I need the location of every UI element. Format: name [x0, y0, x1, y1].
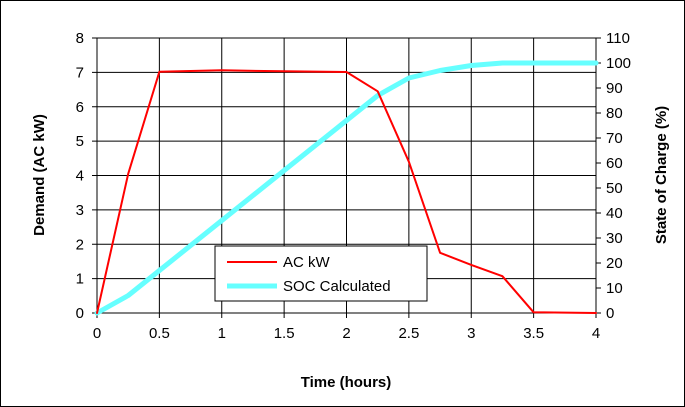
series-line-soc-calculated: [94, 60, 599, 316]
y-tick-label: 6: [76, 99, 84, 116]
y2-axis-title: State of Charge (%): [653, 106, 670, 244]
y2-tick-label: 20: [606, 255, 623, 272]
axes: 0 0.5 1 1.5 2 2.5 3 3.5 401234567801020304050607…: [76, 30, 631, 342]
series-line-ac-kw: [96, 69, 597, 314]
y2-tick-label: 0: [606, 305, 614, 322]
legend-label-soc-calculated: SOC Calculated: [283, 278, 391, 295]
x-tick-label: 0.5: [149, 325, 170, 342]
y2-tick-label: 100: [606, 55, 631, 72]
legend-label-ac-kw: AC kW: [283, 254, 331, 271]
y-tick-label: 1: [76, 271, 84, 288]
x-tick-label: 2: [342, 325, 350, 342]
y-tick-label: 7: [76, 64, 84, 81]
y2-tick-label: 90: [606, 80, 623, 97]
x-tick-label: 0: [93, 325, 101, 342]
y2-tick-label: 70: [606, 130, 623, 147]
y-tick-label: 4: [76, 168, 84, 185]
x-tick-label: 3: [467, 325, 475, 342]
legend: AC kW SOC Calculated: [214, 245, 428, 302]
series-layer: [94, 60, 599, 316]
x-tick-label: 2.5: [398, 325, 419, 342]
y-tick-label: 0: [76, 305, 84, 322]
y-axis-title: Demand (AC kW): [31, 114, 48, 236]
x-tick-label: 1.5: [274, 325, 295, 342]
y2-tick-label: 40: [606, 205, 623, 222]
y-tick-label: 5: [76, 133, 84, 150]
legend-box: [214, 245, 428, 302]
x-axis-title: Time (hours): [301, 374, 392, 391]
x-tick-label: 1: [218, 325, 226, 342]
y-tick-label: 2: [76, 236, 84, 253]
y-tick-label: 3: [76, 202, 84, 219]
x-tick-label: 4: [592, 325, 600, 342]
plot-border: [96, 37, 597, 314]
y2-tick-label: 80: [606, 105, 623, 122]
y-tick-label: 8: [76, 30, 84, 47]
y2-tick-label: 60: [606, 155, 623, 172]
y2-tick-label: 10: [606, 280, 623, 297]
y2-tick-label: 30: [606, 230, 623, 247]
x-tick-label: 3.5: [523, 325, 544, 342]
y2-tick-label: 50: [606, 180, 623, 197]
y2-tick-label: 110: [606, 30, 630, 47]
